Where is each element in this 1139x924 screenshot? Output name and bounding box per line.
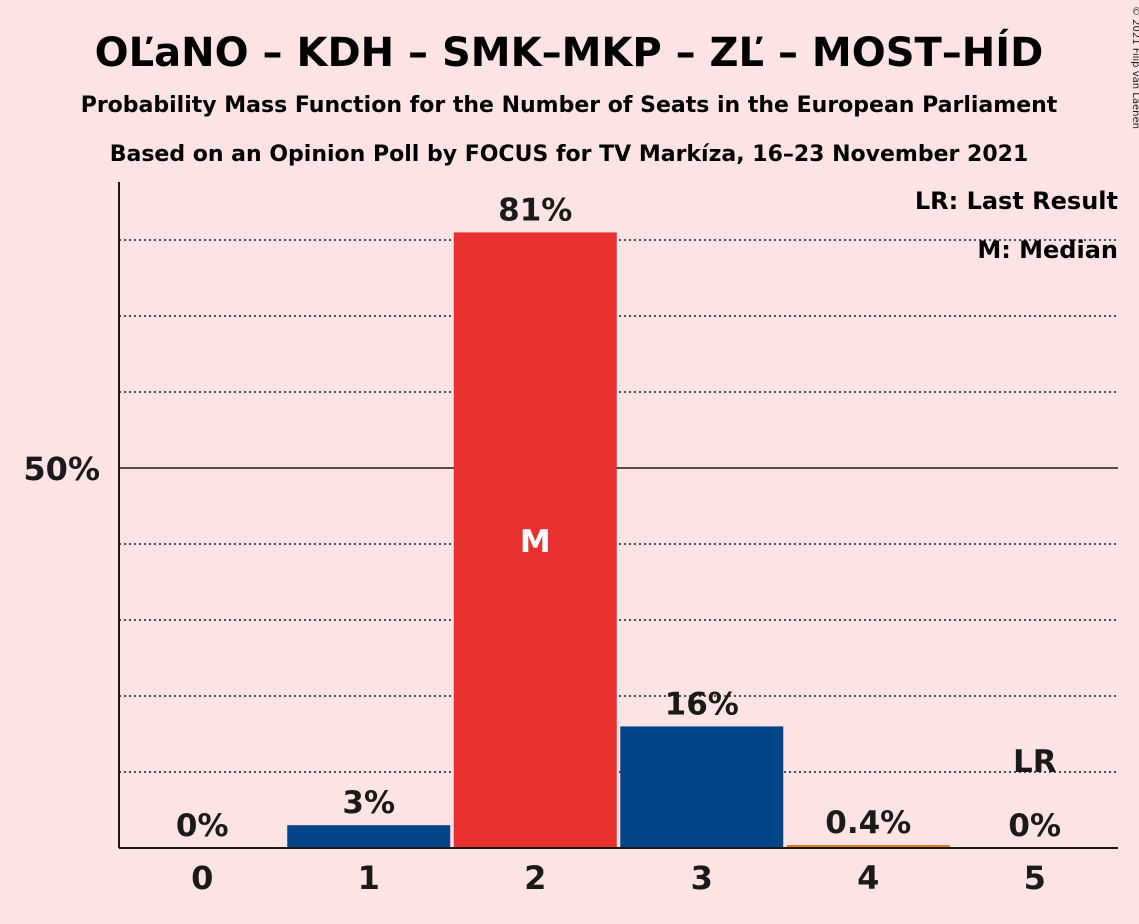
value-label-2: 81%: [498, 192, 572, 228]
legend-median: M: Median: [977, 236, 1118, 264]
chart-subtitle-2: Based on an Opinion Poll by FOCUS for TV…: [110, 142, 1029, 167]
axes: [118, 182, 1118, 849]
x-tick-4: 4: [857, 859, 879, 897]
value-label-1: 3%: [342, 785, 395, 821]
y-tick-label: 50%: [23, 450, 100, 488]
copyright-note: © 2021 Filip van Laenen: [1130, 6, 1139, 129]
bar-seats-2: [453, 232, 617, 848]
x-tick-3: 3: [691, 859, 713, 897]
x-tick-2: 2: [524, 859, 546, 897]
chart-subtitle-1: Probability Mass Function for the Number…: [81, 93, 1058, 118]
value-label-4: 0.4%: [825, 805, 911, 841]
bar-seats-3: [620, 726, 784, 848]
x-tick-1: 1: [358, 859, 380, 897]
data-labels: 0% 3% 81% 16% 0.4% 0% M LR: [176, 192, 1061, 844]
bar-seats-4: [786, 844, 950, 848]
tick-labels: 0 1 2 3 4 5 50%: [23, 450, 1045, 897]
x-tick-5: 5: [1024, 859, 1046, 897]
chart-title: OĽaNO – KDH – SMK–MKP – ZĽ – MOST–HÍD: [95, 28, 1044, 76]
value-label-0: 0%: [176, 808, 229, 844]
bar-seats-1: [287, 825, 451, 848]
value-label-3: 16%: [665, 686, 739, 722]
gridlines: [119, 239, 1118, 773]
bars: [287, 232, 950, 848]
value-label-5: 0%: [1008, 808, 1061, 844]
x-tick-0: 0: [191, 859, 213, 897]
last-result-marker: LR: [1013, 744, 1057, 780]
median-marker: M: [520, 524, 551, 560]
legend-last-result: LR: Last Result: [915, 187, 1118, 215]
